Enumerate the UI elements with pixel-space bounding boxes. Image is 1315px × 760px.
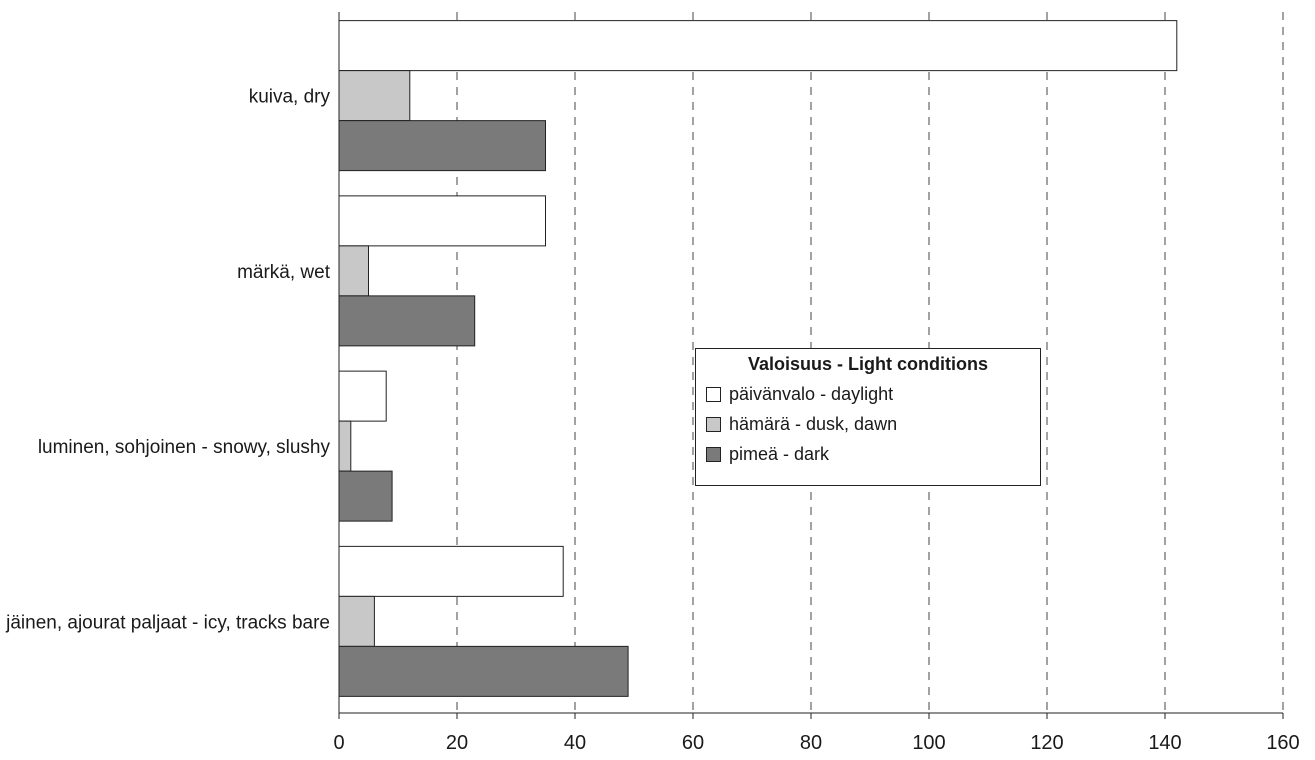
legend-swatch-daylight — [706, 387, 721, 402]
bar-dark — [338, 120, 546, 172]
bar-dusk — [338, 420, 352, 472]
category-label: märkä, wet — [237, 262, 331, 283]
bar-daylight — [338, 545, 564, 597]
x-tick-label: 60 — [682, 732, 704, 754]
x-tick-label: 40 — [564, 732, 586, 754]
x-tick-label: 0 — [333, 732, 344, 754]
legend-swatch-dark — [706, 447, 721, 462]
x-tick-label: 20 — [446, 732, 468, 754]
bar-daylight — [338, 370, 387, 422]
bar-dusk — [338, 245, 369, 297]
bar-dusk — [338, 595, 375, 647]
category-label: jäinen, ajourat paljaat - icy, tracks ba… — [5, 612, 330, 633]
x-tick-label: 100 — [912, 732, 945, 754]
category-label: kuiva, dry — [249, 87, 331, 108]
x-tick-labels: 0 20 40 60 80 100 120 140 160 — [333, 732, 1299, 754]
x-tick-label: 140 — [1148, 732, 1181, 754]
legend-item-dark: pimeä - dark — [706, 444, 1040, 465]
bars — [338, 20, 1178, 697]
x-tick-label: 120 — [1030, 732, 1063, 754]
bar-dark — [338, 295, 476, 347]
category-labels: kuiva, dry märkä, wet luminen, sohjoinen -… — [5, 87, 331, 634]
x-tick-label: 160 — [1266, 732, 1299, 754]
bar-daylight — [338, 20, 1178, 72]
legend-label-daylight: päivänvalo - daylight — [729, 384, 894, 404]
category-label: luminen, sohjoinen - snowy, slushy — [38, 437, 331, 458]
bar-dusk — [338, 70, 411, 122]
legend: Valoisuus - Light conditions päivänvalo … — [695, 348, 1041, 486]
legend-item-daylight: päivänvalo - daylight — [706, 384, 1040, 405]
bar-dark — [338, 470, 393, 522]
bar-dark — [338, 645, 629, 697]
legend-label-dark: pimeä - dark — [729, 444, 830, 464]
legend-swatch-dusk — [706, 417, 721, 432]
bar-daylight — [338, 195, 546, 247]
legend-title: Valoisuus - Light conditions — [747, 354, 988, 374]
x-tick-label: 80 — [800, 732, 822, 754]
legend-item-dusk: hämärä - dusk, dawn — [706, 414, 1040, 435]
legend-label-dusk: hämärä - dusk, dawn — [729, 414, 898, 434]
